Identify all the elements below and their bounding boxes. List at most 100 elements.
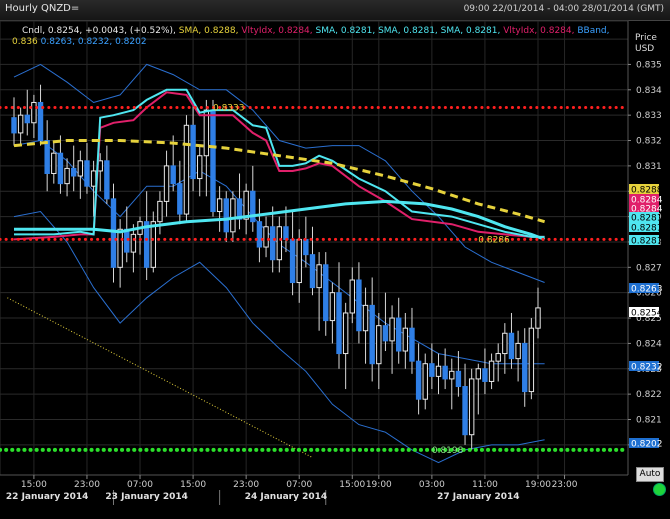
candle-down [482, 368, 488, 382]
candle-down [522, 342, 528, 393]
axis-value-tag-label: 0.8202 [631, 440, 663, 450]
candle-down [177, 183, 183, 215]
axis-value-tag [629, 212, 659, 222]
legend-entry: VltyIdx, 0.8284, [503, 26, 578, 36]
axis-header: Price USD [635, 33, 657, 55]
status-indicator-icon [653, 483, 666, 496]
chart-title: Hourly QNZD= [5, 3, 80, 14]
price-axis: 0.8350.8340.8330.8320.8310.830.8290.8280… [627, 21, 670, 498]
candle-up [528, 327, 535, 393]
candle-up [329, 292, 336, 322]
trend-line-path [7, 297, 313, 458]
candle-up [488, 360, 495, 382]
candle-up [276, 226, 283, 261]
price-tick-label: 0.825 [636, 314, 662, 324]
date-label: 24 January 2014 [245, 492, 327, 502]
time-tick-label: 15:00 [21, 480, 47, 490]
candle-up [230, 198, 236, 233]
candle-down [11, 117, 17, 134]
candle-up [150, 221, 156, 268]
time-tick-label: 15:00 [339, 480, 365, 490]
candle-up [31, 101, 37, 124]
candle-down [170, 165, 176, 185]
candle-up [435, 365, 442, 377]
candle-down [455, 370, 462, 388]
candle-up [316, 264, 322, 289]
auto-scale-button[interactable]: Auto [636, 467, 664, 482]
horizontal-levels: 0.8333 0.8286 0.8198 [0, 104, 630, 456]
candle-up [495, 353, 501, 362]
candle-down [190, 124, 196, 180]
candle-down [143, 221, 150, 268]
axis-value-tag [629, 361, 659, 371]
candle-down [37, 101, 44, 142]
candle-down [323, 264, 329, 322]
legend-second-line: 0.836 0.8263, 0.8232, 0.8202 [12, 37, 147, 47]
candle-up [163, 165, 170, 202]
legend-entry: Cndl, 0.8254, +0.0043, (+0.52%), [22, 26, 179, 36]
candle-down [57, 152, 64, 185]
candle-up [216, 198, 223, 213]
price-tick-label: 0.822 [636, 390, 662, 400]
candle-down [256, 221, 263, 248]
candle-up [77, 160, 84, 177]
axis-value-tag-label: 0.8232 [631, 363, 663, 373]
legend-entry: VltyIdx, 0.8284, [241, 26, 316, 36]
candle-down [104, 160, 110, 200]
indicator-lines [13, 88, 546, 241]
candle-down [356, 279, 362, 332]
sma-lower-line [14, 199, 546, 241]
time-tick-label: 03:00 [419, 480, 445, 490]
candle-up [515, 342, 521, 360]
candle-up [130, 233, 137, 253]
time-tick-label: 11:00 [472, 480, 498, 490]
price-tick-label: 0.835 [636, 60, 662, 70]
candle-up [157, 200, 163, 223]
axis-value-tag-label: 0.8281 [631, 224, 663, 234]
candle-down [84, 160, 90, 187]
volatility-index-line [13, 91, 545, 241]
sma-long-line [13, 139, 546, 224]
legend: Cndl, 0.8254, +0.0043, (+0.52%), SMA, 0.… [22, 26, 610, 36]
candle-up [197, 155, 203, 180]
candle-down [508, 332, 515, 360]
price-axis-bg [628, 21, 670, 498]
time-tick-label: 15:00 [180, 480, 206, 490]
axis-value-tag [629, 194, 659, 204]
candle-down [250, 190, 256, 223]
candle-up [51, 152, 57, 174]
candle-down [44, 140, 50, 174]
sma-upper-line [14, 88, 545, 238]
horizontal-level-label: 0.8286 [478, 235, 510, 245]
candle-down [462, 386, 468, 436]
candle-down [269, 226, 276, 261]
date-label: 27 January 2014 [437, 492, 519, 502]
candle-up [183, 124, 190, 215]
time-tick-label: 07:00 [127, 480, 153, 490]
candle-down [223, 198, 229, 233]
candle-down [24, 114, 30, 124]
price-tick-label: 0.833 [636, 111, 662, 121]
candle-up [296, 238, 302, 284]
candle-up [422, 363, 428, 400]
candle-up [468, 378, 475, 436]
candle-down [309, 254, 316, 289]
price-tick-label: 0.831 [636, 162, 662, 172]
horizontal-level-label: 0.8333 [213, 104, 245, 114]
candle-up [117, 228, 123, 268]
trend-line [7, 297, 313, 458]
candle-down [415, 360, 422, 400]
candle-down [283, 226, 289, 240]
candle-down [369, 304, 375, 365]
currency-label: USD [635, 44, 655, 54]
axis-value-tag [629, 203, 659, 213]
candle-down [289, 238, 296, 284]
candle-up [376, 325, 382, 365]
axis-value-tag [629, 283, 659, 293]
price-tick-label: 0.832 [636, 137, 662, 147]
candle-up [203, 109, 210, 157]
date-label: 22 January 2014 [6, 492, 88, 502]
legend-entry: 0.836 [12, 37, 38, 47]
